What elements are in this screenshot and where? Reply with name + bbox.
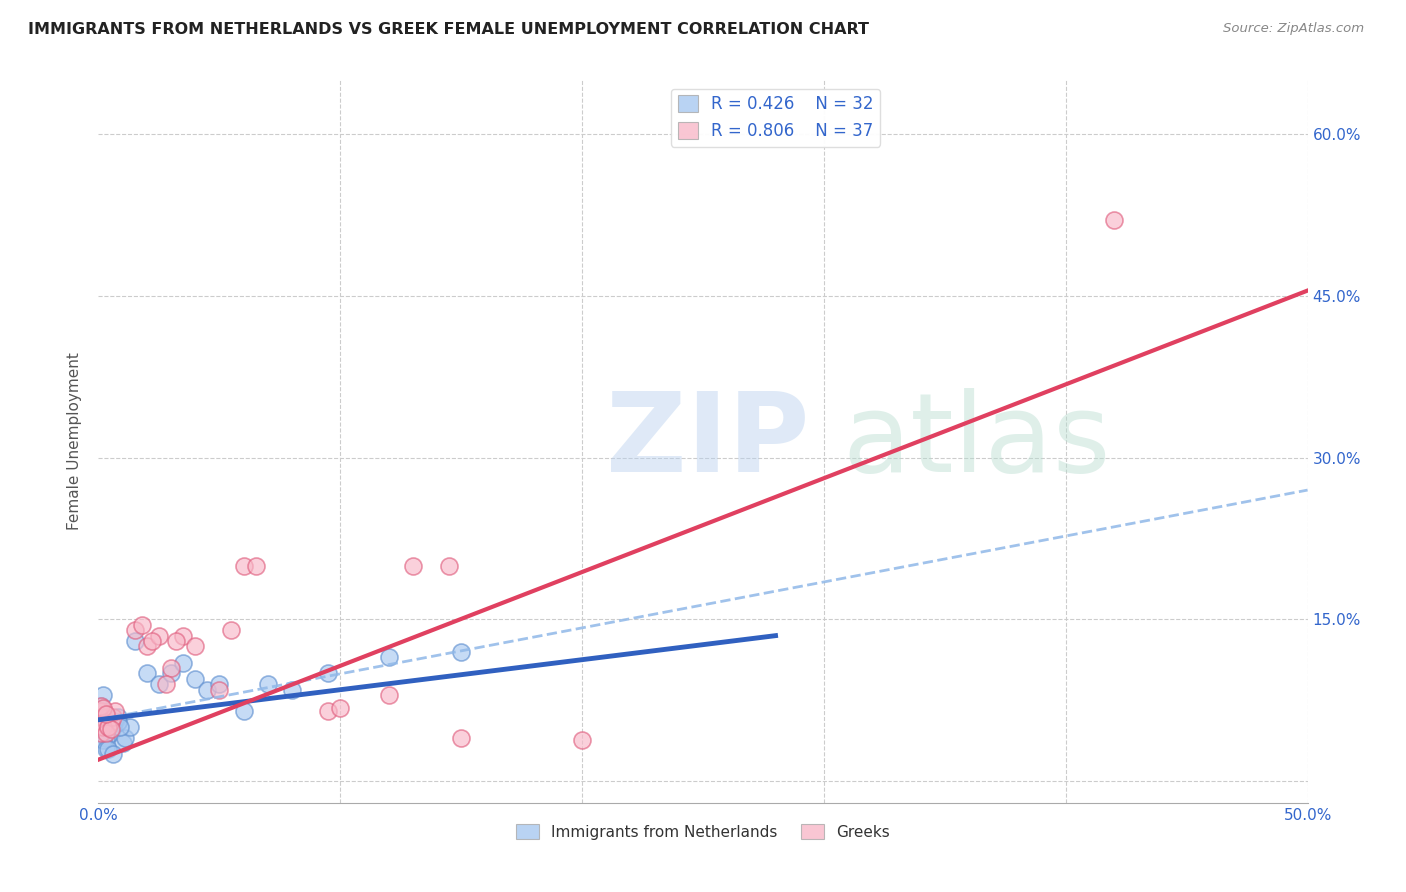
Point <box>90 725 112 739</box>
Point <box>97 709 120 723</box>
Point <box>94 742 117 756</box>
Point <box>107 709 129 723</box>
Point <box>316 666 339 681</box>
Point <box>114 731 136 745</box>
Point <box>124 624 146 638</box>
Point <box>111 737 134 751</box>
Point <box>100 714 122 729</box>
Point <box>101 720 124 734</box>
Point <box>148 677 170 691</box>
Point <box>148 629 170 643</box>
Point <box>94 725 117 739</box>
Point <box>101 747 124 762</box>
Point <box>208 682 231 697</box>
Point <box>245 558 267 573</box>
Point <box>94 714 117 729</box>
Point <box>160 661 183 675</box>
Point <box>450 731 472 745</box>
Point <box>108 720 131 734</box>
Point <box>91 720 114 734</box>
Point <box>90 704 112 718</box>
Point <box>131 618 153 632</box>
Point <box>91 733 114 747</box>
Text: ZIP: ZIP <box>606 388 810 495</box>
Text: atlas: atlas <box>842 388 1111 495</box>
Point <box>232 558 254 573</box>
Point <box>94 731 117 745</box>
Legend: Immigrants from Netherlands, Greeks: Immigrants from Netherlands, Greeks <box>510 818 896 846</box>
Point <box>377 688 399 702</box>
Point <box>208 677 231 691</box>
Point <box>94 714 117 729</box>
Point <box>571 733 593 747</box>
Point <box>160 666 183 681</box>
Point <box>100 725 122 739</box>
Point <box>97 720 120 734</box>
Point <box>195 682 218 697</box>
Point <box>90 698 112 713</box>
Point <box>135 666 157 681</box>
Point <box>97 720 120 734</box>
Point <box>124 634 146 648</box>
Text: Source: ZipAtlas.com: Source: ZipAtlas.com <box>1223 22 1364 36</box>
Point <box>437 558 460 573</box>
Point <box>118 720 141 734</box>
Point <box>281 682 304 697</box>
Point <box>91 688 114 702</box>
Point <box>155 677 177 691</box>
Point <box>450 645 472 659</box>
Point <box>1102 213 1125 227</box>
Point <box>165 634 187 648</box>
Point <box>104 704 127 718</box>
Point <box>221 624 243 638</box>
Point <box>172 629 194 643</box>
Point <box>184 640 207 654</box>
Point <box>184 672 207 686</box>
Point <box>316 704 339 718</box>
Point <box>91 709 114 723</box>
Point <box>97 742 120 756</box>
Point <box>402 558 425 573</box>
Point <box>135 640 157 654</box>
Point <box>141 634 163 648</box>
Point <box>100 723 122 737</box>
Point <box>94 707 117 722</box>
Point <box>172 656 194 670</box>
Y-axis label: Female Unemployment: Female Unemployment <box>67 352 83 531</box>
Point <box>329 701 352 715</box>
Point <box>232 704 254 718</box>
Point <box>90 698 112 713</box>
Point <box>91 701 114 715</box>
Point <box>377 650 399 665</box>
Point <box>107 714 129 729</box>
Point <box>256 677 278 691</box>
Point <box>104 714 127 729</box>
Point <box>101 709 124 723</box>
Text: IMMIGRANTS FROM NETHERLANDS VS GREEK FEMALE UNEMPLOYMENT CORRELATION CHART: IMMIGRANTS FROM NETHERLANDS VS GREEK FEM… <box>28 22 869 37</box>
